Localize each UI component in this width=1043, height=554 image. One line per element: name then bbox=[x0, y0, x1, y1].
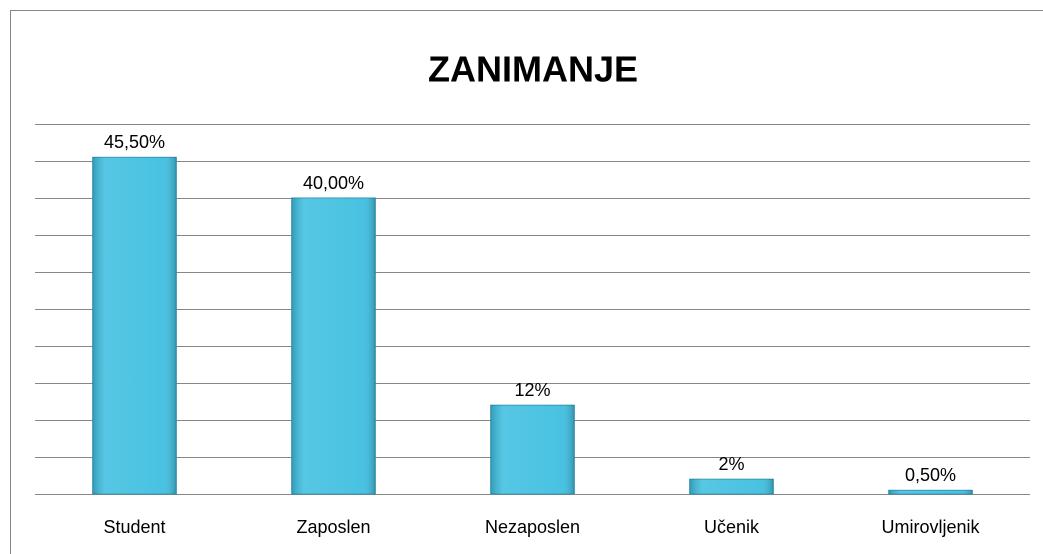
value-label: 12% bbox=[514, 380, 550, 400]
value-label: 2% bbox=[718, 454, 744, 474]
x-tick-label: Zaposlen bbox=[296, 517, 370, 537]
value-label: 45,50% bbox=[104, 132, 165, 152]
value-label: 40,00% bbox=[303, 173, 364, 193]
x-tick-label: Nezaposlen bbox=[485, 517, 580, 537]
bar bbox=[291, 197, 376, 495]
bar bbox=[92, 156, 177, 495]
x-tick-label: Student bbox=[103, 517, 165, 537]
bar bbox=[490, 404, 575, 495]
bar bbox=[888, 489, 973, 495]
value-label: 0,50% bbox=[905, 465, 956, 485]
x-tick-label: Umirovljenik bbox=[881, 517, 980, 537]
chart-title: ZANIMANJE bbox=[428, 49, 638, 90]
chart-border bbox=[10, 10, 1043, 554]
bar bbox=[689, 478, 774, 495]
x-tick-label: Učenik bbox=[704, 517, 760, 537]
